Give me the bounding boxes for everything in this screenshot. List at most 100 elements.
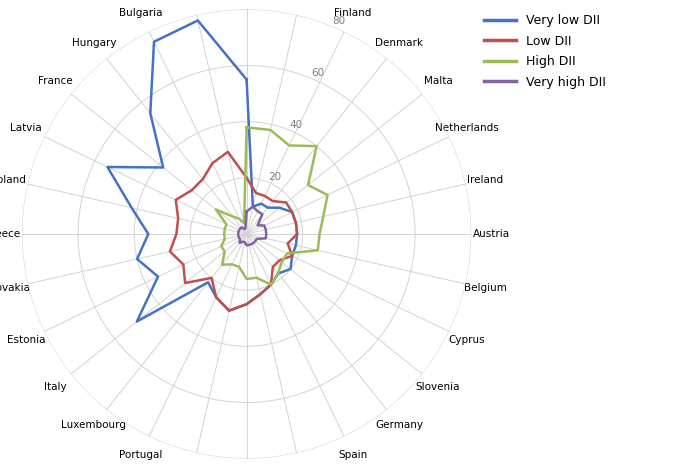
Low DII [179,262,188,267]
Very high DII [235,235,243,241]
High DII [253,275,261,281]
High DII [222,221,230,227]
Low DII [172,197,180,203]
Low DII [242,175,251,181]
Line: Very low DII: Very low DII [108,21,297,322]
Very high DII [235,227,243,233]
Low DII [256,292,264,297]
Very low DII [204,279,212,285]
Very low DII [103,164,112,170]
High DII [312,143,321,149]
High DII [235,216,243,222]
Low DII [174,216,182,221]
Very high DII [247,241,256,247]
Low DII [261,193,269,199]
Very low DII [292,220,300,226]
High DII [304,182,312,188]
Very low DII [133,256,141,262]
Low DII [208,161,216,166]
Very high DII [251,238,260,244]
High DII [285,143,293,148]
Very low DII [242,77,251,82]
Very high DII [242,209,251,214]
Low DII [188,187,196,193]
High DII [283,251,291,256]
Very high DII [262,227,270,233]
Very low DII [146,110,154,116]
Very high DII [258,212,266,217]
Very high DII [234,233,242,239]
Very high DII [262,235,270,241]
Very low DII [127,205,136,211]
High DII [274,271,282,276]
Very high DII [240,226,248,232]
Line: High DII: High DII [216,127,327,285]
Very low DII [274,271,282,276]
High DII [218,262,226,268]
Low DII [288,253,296,259]
Very low DII [288,253,296,259]
Very low DII [257,201,265,206]
Very low DII [264,205,272,211]
Line: Very high DII: Very high DII [238,207,266,245]
Low DII [199,176,207,182]
Very low DII [288,209,296,215]
Low DII [166,249,174,254]
Very low DII [159,165,167,170]
Very high DII [236,240,244,246]
Line: Low DII: Low DII [170,152,297,311]
High DII [221,249,229,254]
Very low DII [194,18,202,23]
Very high DII [234,229,242,235]
Very low DII [242,301,251,307]
High DII [267,282,275,287]
Low DII [225,308,233,314]
Legend: Very low DII, Low DII, High DII, Very high DII: Very low DII, Low DII, High DII, Very hi… [479,9,610,94]
High DII [323,192,332,198]
Low DII [242,175,251,181]
Very low DII [145,231,153,237]
Very high DII [241,226,249,231]
Very low DII [242,77,251,82]
Very low DII [292,242,300,248]
Very low DII [212,294,221,300]
Very high DII [240,240,249,245]
High DII [266,127,275,133]
Very high DII [260,223,269,228]
High DII [240,220,248,226]
High DII [228,262,236,267]
High DII [242,276,251,282]
Very low DII [267,282,275,287]
Very high DII [236,226,244,232]
Very high DII [237,225,245,230]
Very high DII [234,231,242,237]
Low DII [269,264,277,270]
Low DII [181,280,189,286]
Very high DII [242,242,251,248]
Very low DII [275,205,284,211]
High DII [242,124,251,130]
Low DII [282,200,290,205]
Low DII [284,241,292,246]
Low DII [293,231,301,237]
High DII [277,259,286,265]
Low DII [173,231,181,237]
Low DII [208,275,216,281]
Very high DII [242,209,251,214]
High DII [217,243,225,249]
Low DII [269,198,277,204]
Very low DII [225,308,233,314]
Very high DII [249,204,257,210]
Very low DII [133,319,141,324]
Very high DII [262,231,271,237]
High DII [221,236,229,242]
High DII [314,248,322,253]
Very high DII [253,222,262,228]
Low DII [292,220,300,226]
Low DII [212,294,221,300]
Very low DII [256,292,264,297]
High DII [212,207,220,212]
Low DII [252,190,260,196]
Very high DII [253,236,261,241]
Very high DII [249,240,258,246]
